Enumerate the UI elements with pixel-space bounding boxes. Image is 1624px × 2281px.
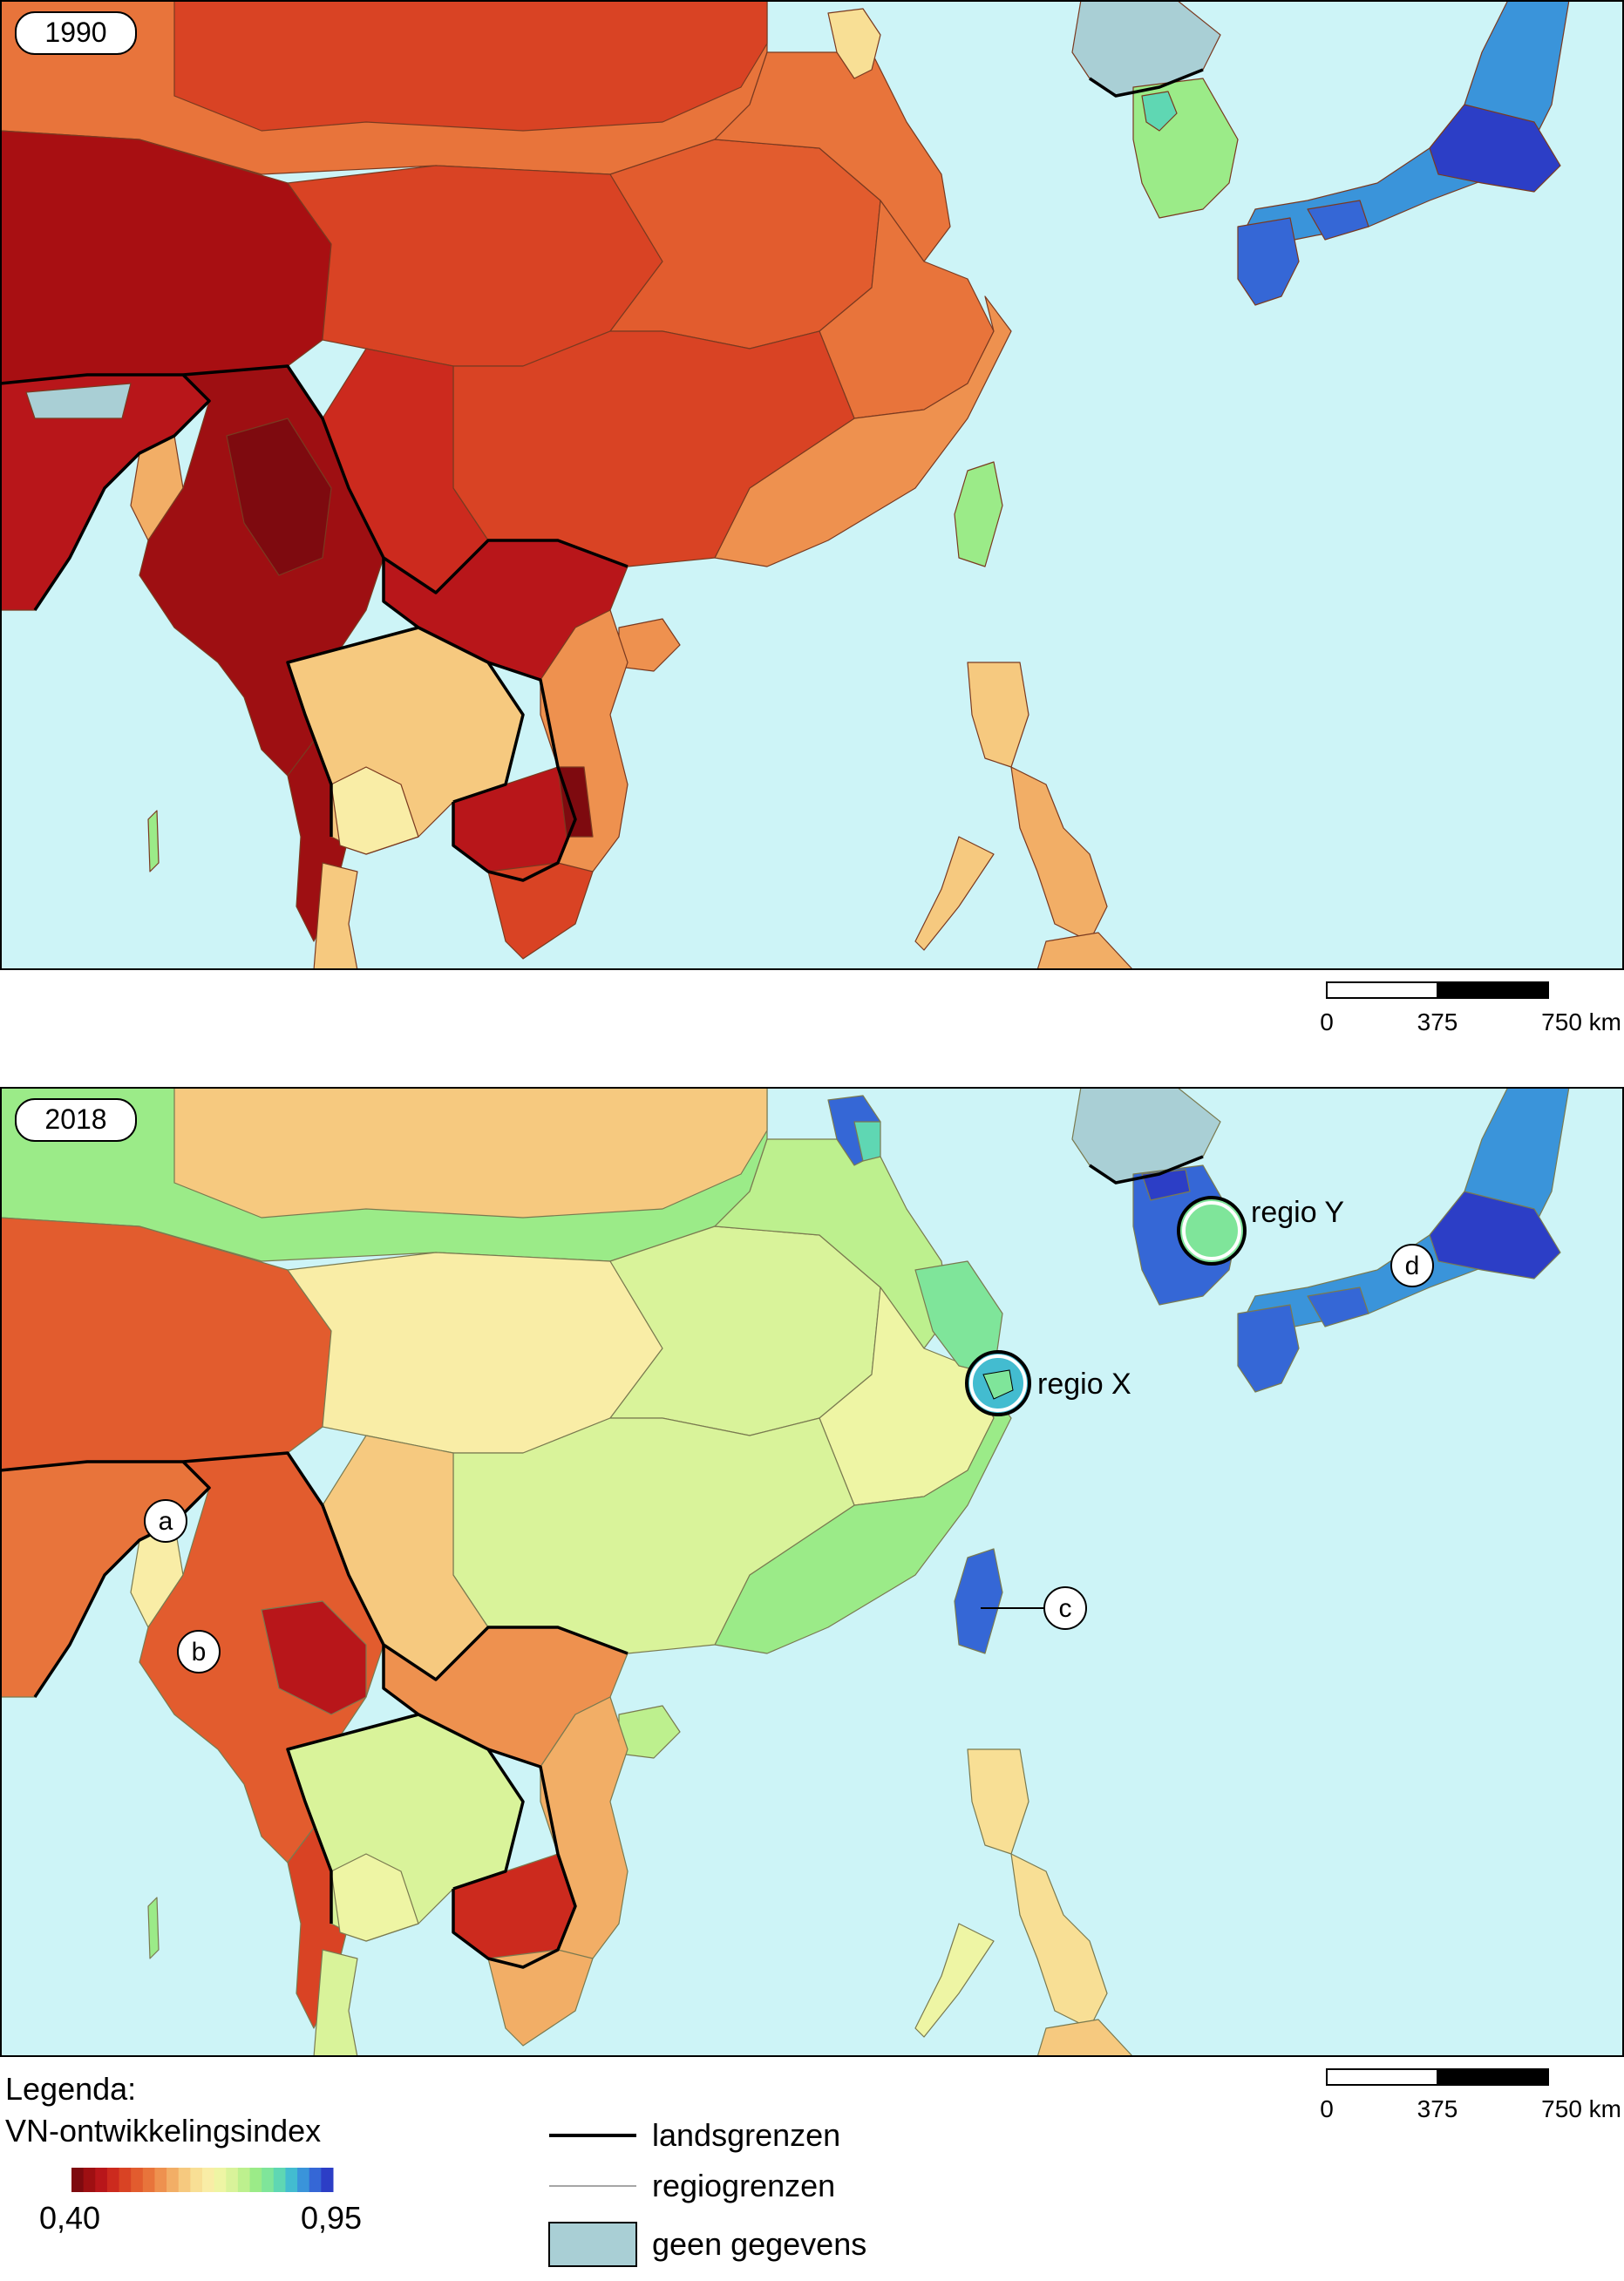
ramp-step bbox=[237, 2168, 251, 2192]
svg-text:a: a bbox=[159, 1507, 173, 1536]
ramp-step bbox=[178, 2168, 191, 2192]
ramp-step bbox=[106, 2168, 120, 2192]
ramp-step bbox=[262, 2168, 275, 2192]
ramp-step bbox=[273, 2168, 286, 2192]
ramp-step bbox=[297, 2168, 310, 2192]
country-borders-2018 bbox=[0, 1155, 1204, 1969]
svg-text:d: d bbox=[1405, 1252, 1420, 1280]
regions-1990 bbox=[0, 0, 1570, 970]
scalebar-2018: 0 375 750 km bbox=[1320, 2068, 1621, 2122]
ramp-step bbox=[166, 2168, 180, 2192]
scale-tick-375: 375 bbox=[1417, 2095, 1458, 2122]
marker-b: b bbox=[177, 1630, 221, 1673]
ramp-step bbox=[119, 2168, 132, 2192]
color-ramp bbox=[71, 2168, 334, 2192]
ramp-step bbox=[285, 2168, 298, 2192]
nodata-swatch bbox=[548, 2222, 637, 2267]
scale-tick-375: 375 bbox=[1417, 1008, 1458, 1035]
year-label-2018: 2018 bbox=[44, 1103, 106, 1135]
ramp-step bbox=[214, 2168, 227, 2192]
ramp-step bbox=[95, 2168, 108, 2192]
legend: Legenda: VN-ontwikkelingsindex 0,40 0,95… bbox=[5, 2071, 866, 2267]
legend-max: 0,95 bbox=[301, 2200, 362, 2236]
label-regio-x: regio X bbox=[1037, 1368, 1131, 1401]
legend-min: 0,40 bbox=[39, 2200, 100, 2236]
svg-text:b: b bbox=[192, 1638, 207, 1667]
scalebar-1990: 0 375 750 km bbox=[1320, 981, 1621, 1035]
legend-nodata: geen gegevens bbox=[652, 2226, 866, 2262]
ramp-step bbox=[83, 2168, 96, 2192]
ramp-step bbox=[131, 2168, 144, 2192]
ramp-step bbox=[142, 2168, 155, 2192]
map-2018: regio X regio Y a b c d 2018 bbox=[0, 1087, 1624, 2057]
ramp-step bbox=[71, 2168, 85, 2192]
ramp-step bbox=[226, 2168, 239, 2192]
legend-title: Legenda: bbox=[5, 2071, 136, 2107]
scale-tick-0: 0 bbox=[1320, 2095, 1334, 2122]
country-borders-1990 bbox=[0, 68, 1204, 882]
ramp-step bbox=[154, 2168, 167, 2192]
scale-tick-750: 750 km bbox=[1541, 2095, 1621, 2122]
regio-x: regio X bbox=[965, 1350, 1131, 1416]
marker-d: d bbox=[1390, 1244, 1434, 1287]
ramp-step bbox=[309, 2168, 322, 2192]
legend-country: landsgrenzen bbox=[652, 2117, 840, 2153]
legend-subtitle: VN-ontwikkelingsindex bbox=[5, 2113, 321, 2149]
legend-region: regiogrenzen bbox=[652, 2168, 835, 2203]
ramp-step bbox=[249, 2168, 262, 2192]
ramp-step bbox=[202, 2168, 215, 2192]
ramp-step bbox=[190, 2168, 203, 2192]
year-badge-1990: 1990 bbox=[15, 11, 137, 55]
regio-y: regio Y bbox=[1177, 1196, 1344, 1266]
scale-tick-0: 0 bbox=[1320, 1008, 1334, 1035]
ramp-step bbox=[321, 2168, 334, 2192]
map-1990: 1990 bbox=[0, 0, 1624, 970]
scale-tick-750: 750 km bbox=[1541, 1008, 1621, 1035]
year-badge-2018: 2018 bbox=[15, 1098, 137, 1142]
marker-a: a bbox=[144, 1499, 187, 1543]
label-regio-y: regio Y bbox=[1251, 1196, 1344, 1229]
svg-text:c: c bbox=[1059, 1594, 1072, 1623]
marker-c: c bbox=[981, 1586, 1087, 1630]
year-label-1990: 1990 bbox=[44, 17, 106, 48]
